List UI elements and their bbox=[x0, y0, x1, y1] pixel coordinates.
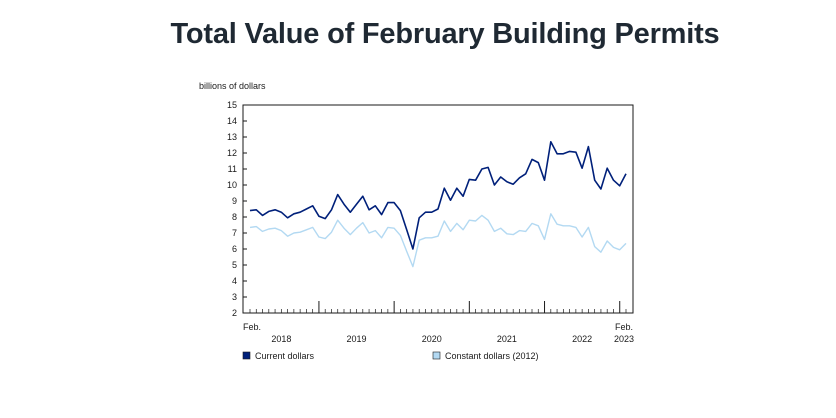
x-year-label: 2019 bbox=[347, 334, 367, 344]
x-year-label: 2018 bbox=[271, 334, 291, 344]
x-start-label: Feb. bbox=[243, 322, 261, 332]
x-year-label: 2022 bbox=[572, 334, 592, 344]
y-tick-label: 13 bbox=[227, 132, 237, 142]
y-axis-label: billions of dollars bbox=[199, 81, 266, 91]
series-lines bbox=[249, 141, 627, 268]
legend-label-constant: Constant dollars (2012) bbox=[445, 351, 539, 361]
y-tick-label: 10 bbox=[227, 180, 237, 190]
year-labels: 2018 2019 2020 2021 2022 bbox=[271, 334, 592, 344]
series-line-constant-dollars bbox=[249, 213, 627, 268]
y-tick-label: 12 bbox=[227, 148, 237, 158]
x-year-label: 2020 bbox=[422, 334, 442, 344]
plot-frame bbox=[242, 104, 634, 314]
legend-label-current: Current dollars bbox=[255, 351, 315, 361]
x-end-label-month: Feb. bbox=[615, 322, 633, 332]
chart-title: Total Value of February Building Permits bbox=[170, 18, 720, 50]
y-tick-label: 7 bbox=[232, 228, 237, 238]
y-tick-label: 11 bbox=[228, 164, 237, 174]
y-tick-label: 4 bbox=[232, 276, 237, 286]
y-tick-label: 5 bbox=[232, 260, 237, 270]
y-tick-label: 6 bbox=[232, 244, 237, 254]
x-year-label: 2021 bbox=[497, 334, 517, 344]
y-tick-label: 2 bbox=[232, 308, 237, 318]
y-tick-label: 15 bbox=[227, 100, 237, 110]
y-tick-label: 3 bbox=[232, 292, 237, 302]
y-tick-label: 9 bbox=[232, 196, 237, 206]
y-tick-label: 14 bbox=[227, 116, 237, 126]
legend-swatch-constant bbox=[432, 351, 441, 360]
legend: Current dollars Constant dollars (2012) bbox=[242, 351, 539, 361]
y-ticks: 2 3 4 5 6 7 8 9 10 11 12 13 14 15 bbox=[227, 100, 247, 318]
y-tick-label: 8 bbox=[232, 212, 237, 222]
x-end-label-year: 2023 bbox=[614, 334, 634, 344]
x-ticks bbox=[249, 301, 627, 313]
series-line-current-dollars bbox=[249, 141, 627, 250]
legend-swatch-current bbox=[242, 351, 251, 360]
